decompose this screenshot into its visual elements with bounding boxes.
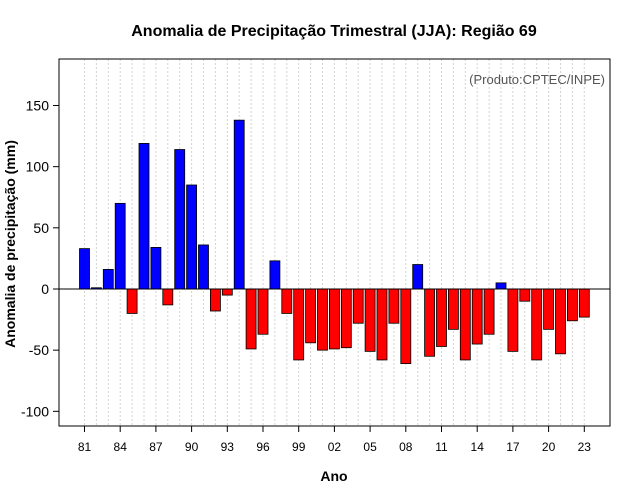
bar-1984 (114, 202, 126, 290)
bar-1983 (102, 269, 114, 290)
credit-label: (Produto:CPTEC/INPE) (469, 72, 605, 87)
bar-1987 (150, 246, 162, 290)
x-tick-label: 96 (256, 440, 270, 454)
bar-2022 (567, 288, 578, 322)
x-tick-label: 23 (578, 440, 592, 454)
bar-2021 (555, 288, 566, 355)
y-tick-label: 100 (26, 159, 50, 175)
chart-title: Anomalia de Precipitação Trimestral (JJA… (131, 23, 537, 40)
x-tick-label: 87 (149, 440, 163, 454)
bar-1995 (245, 288, 257, 350)
x-tick-label: 93 (221, 440, 235, 454)
bar-1990 (186, 184, 198, 290)
bar-1986 (138, 143, 150, 290)
x-tick-label: 05 (363, 440, 377, 454)
bar-2013 (459, 288, 471, 361)
y-tick-label: 150 (26, 97, 50, 113)
x-tick-label: 20 (542, 440, 556, 454)
bar-2020 (543, 288, 554, 330)
y-tick-label: 0 (41, 281, 49, 297)
bar-2003 (340, 288, 352, 349)
x-tick-label: 84 (114, 440, 128, 454)
bar-2019 (531, 288, 543, 361)
y-tick-label: -50 (29, 342, 49, 358)
y-tick-label: 50 (33, 220, 49, 236)
bar-2007 (388, 288, 400, 324)
bar-1998 (281, 288, 293, 314)
bar-2001 (317, 288, 328, 351)
bar-1992 (209, 288, 221, 312)
bar-2017 (507, 288, 519, 352)
x-axis: 81 84 87 90 93 96 99 02 05 08 11 14 17 20 23 (78, 426, 591, 454)
x-tick-label: 81 (78, 440, 92, 454)
bar-2015 (483, 288, 495, 335)
bar-2014 (471, 288, 483, 345)
bar-2011 (436, 288, 447, 347)
x-tick-label: 90 (185, 440, 199, 454)
gridlines (84, 59, 585, 426)
bar-1981 (79, 248, 90, 290)
x-tick-label: 17 (506, 440, 520, 454)
bar-1993 (221, 288, 233, 296)
x-tick-label: 08 (399, 440, 413, 454)
x-axis-label: Ano (320, 468, 347, 484)
x-tick-label: 11 (435, 440, 448, 454)
bar-2008 (400, 288, 412, 365)
bar-1991 (198, 244, 209, 290)
x-tick-label: 99 (292, 440, 306, 454)
bar-2023 (578, 288, 590, 318)
bar-1985 (126, 288, 138, 314)
bar-2016 (495, 282, 507, 290)
bar-2012 (447, 288, 459, 330)
bar-1994 (233, 119, 245, 290)
bar-2004 (352, 288, 364, 324)
x-tick-label: 02 (328, 440, 342, 454)
bar-1997 (269, 260, 281, 290)
bars (79, 119, 590, 365)
bar-1989 (174, 149, 186, 290)
bar-1988 (162, 288, 174, 306)
bar-2005 (364, 288, 376, 352)
bar-1996 (257, 288, 269, 335)
x-tick-label: 14 (471, 440, 485, 454)
y-axis: -100 -50 0 50 100 150 (21, 97, 59, 419)
bar-2002 (328, 288, 340, 350)
bar-2006 (376, 288, 388, 361)
y-axis-label: Anomalia de precipitação (mm) (2, 140, 18, 348)
y-tick-label: -100 (21, 403, 49, 419)
bar-2000 (305, 288, 317, 344)
bar-2010 (424, 288, 436, 357)
bar-2018 (519, 288, 531, 302)
bar-2009 (412, 264, 424, 290)
bar-1999 (293, 288, 305, 361)
